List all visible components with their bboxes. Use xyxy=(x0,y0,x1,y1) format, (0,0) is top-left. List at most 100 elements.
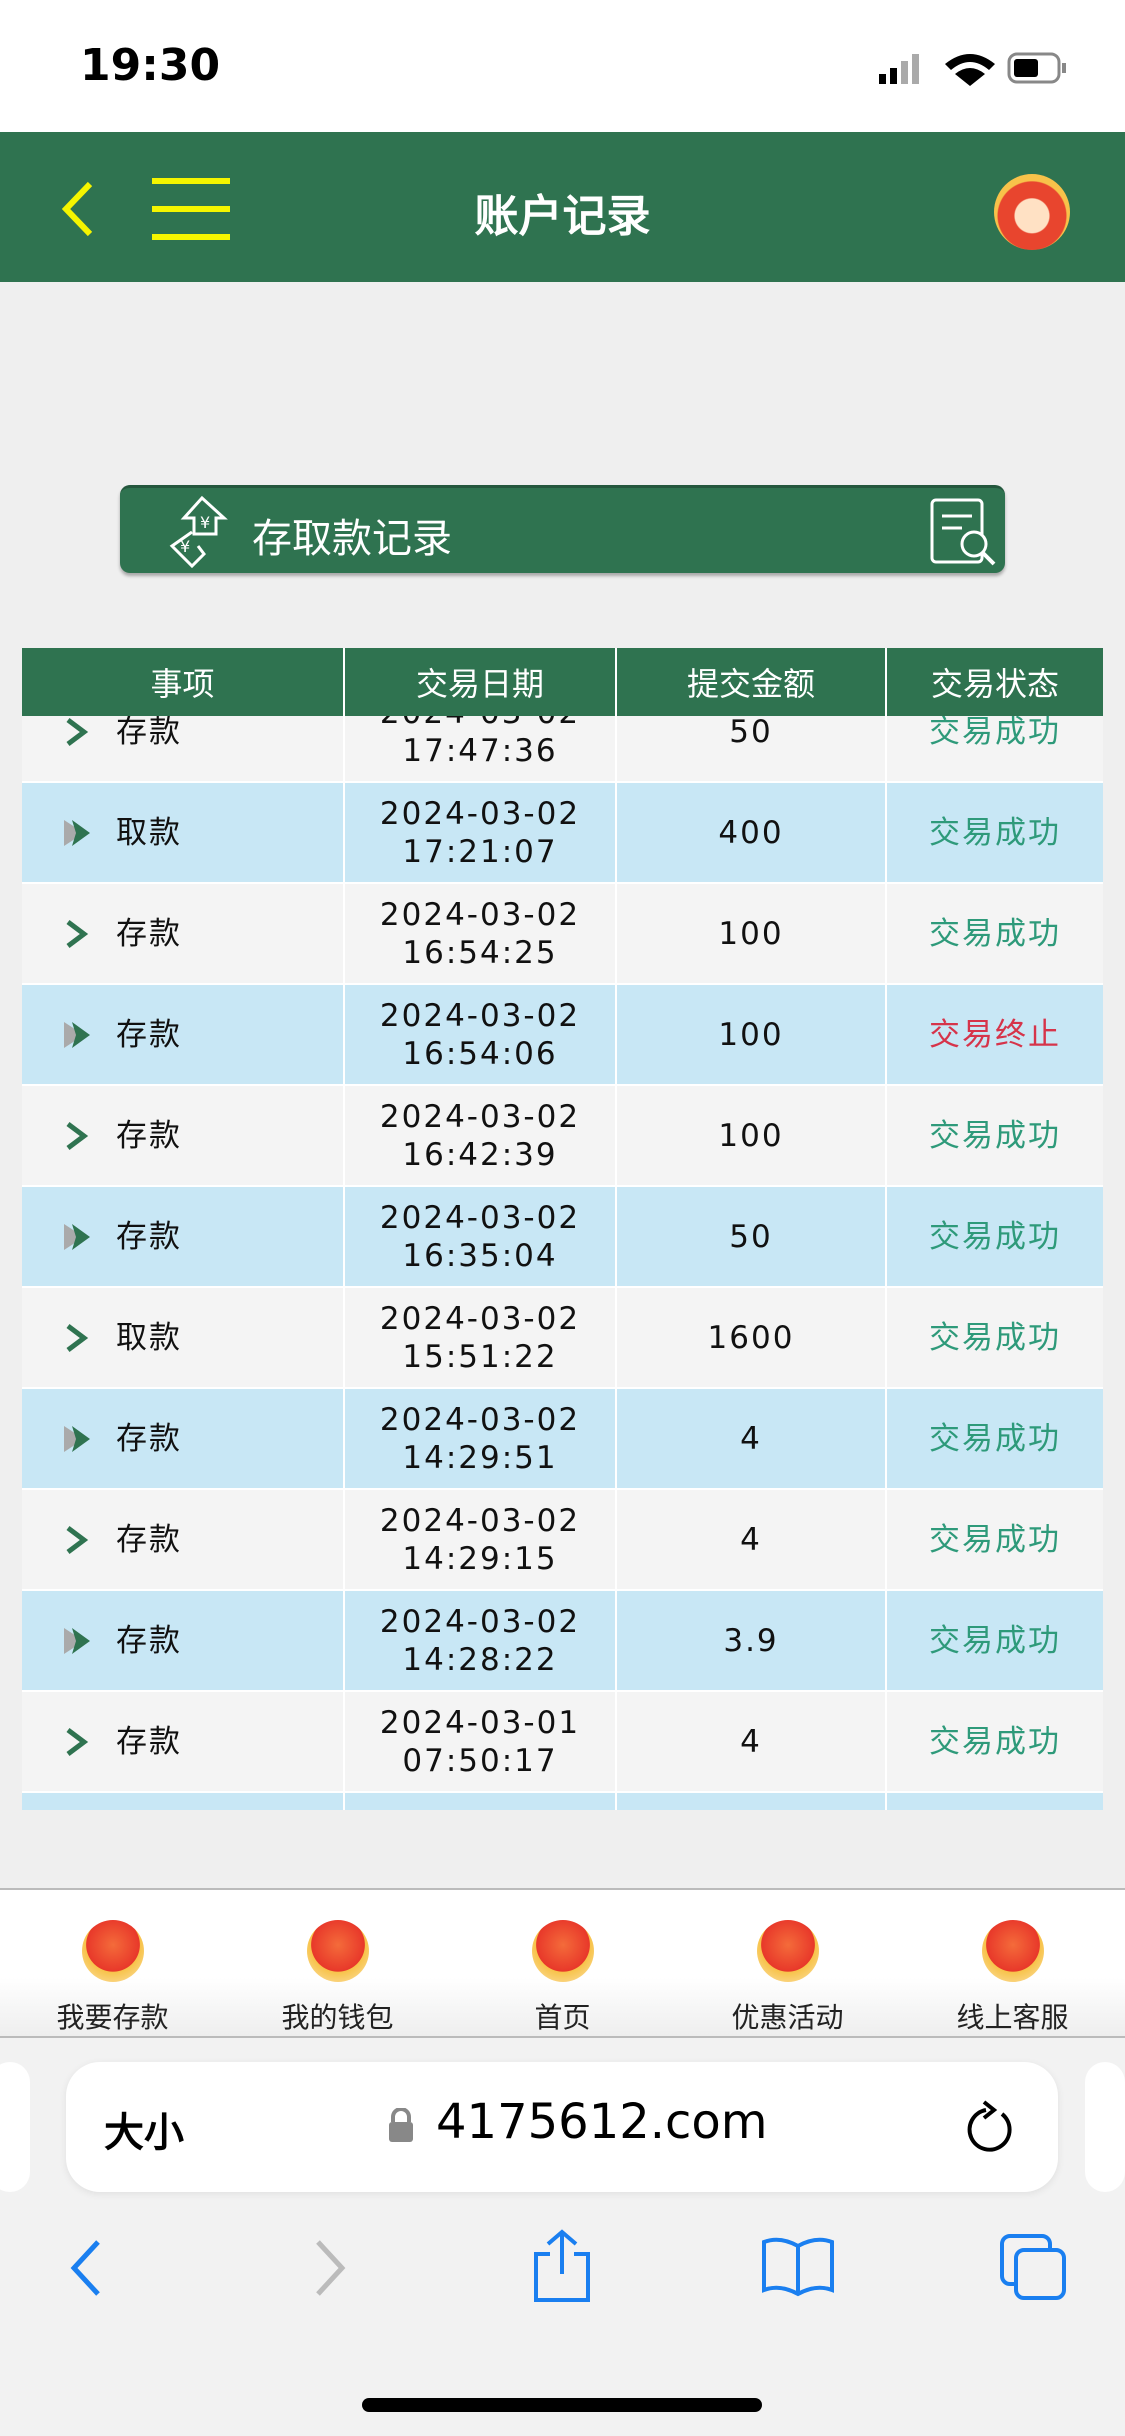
type-text: 取款 xyxy=(116,1319,182,1356)
table-row[interactable]: 取款 2024-03-02 17:21:07 400 交易成功 xyxy=(22,783,1103,884)
table-row[interactable]: 存款 2024-03-02 14:29:51 4 交易成功 xyxy=(22,1389,1103,1490)
expand-arrow-icon[interactable] xyxy=(62,1020,92,1050)
cell-type: 存款 xyxy=(22,985,345,1084)
time-text: 14:28:22 xyxy=(402,1641,558,1678)
type-text: 存款 xyxy=(116,1016,182,1053)
status-badge: 交易成功 xyxy=(929,915,1061,952)
expand-arrow-icon[interactable] xyxy=(62,818,92,848)
fa-character-icon xyxy=(756,1920,819,1982)
avatar-icon[interactable] xyxy=(994,174,1070,250)
reload-icon[interactable] xyxy=(964,2100,1018,2156)
date-text: 2024-03-02 xyxy=(379,1502,581,1539)
time-text: 16:35:04 xyxy=(402,1237,558,1274)
chevron-right-icon[interactable] xyxy=(62,919,92,949)
type-text: 存款 xyxy=(116,915,182,952)
menu-icon[interactable] xyxy=(152,178,230,240)
back-nav-icon[interactable] xyxy=(66,2238,106,2298)
date-text: 2024-03-02 xyxy=(379,1603,581,1640)
status-bar: 19:30 xyxy=(0,0,1125,132)
url-text: 4175612.com xyxy=(436,2094,768,2150)
forward-nav-icon[interactable] xyxy=(310,2238,350,2298)
column-header-amount: 提交金额 xyxy=(617,648,887,716)
tab-wallet[interactable]: 我的钱包 xyxy=(225,1890,450,2036)
chevron-right-icon[interactable] xyxy=(62,1121,92,1151)
tabs-icon[interactable] xyxy=(998,2232,1070,2304)
back-icon[interactable] xyxy=(58,180,98,238)
cell-date: 2024-03-02 14:29:51 xyxy=(345,1389,617,1488)
table-row[interactable]: 取款 2024-03-02 15:51:22 1600 交易成功 xyxy=(22,1288,1103,1389)
cell-amount: 100 xyxy=(617,884,887,983)
tab-promotions[interactable]: 优惠活动 xyxy=(675,1890,900,2036)
cell-date: 2024-03-02 16:54:25 xyxy=(345,884,617,983)
column-header-status: 交易状态 xyxy=(930,665,1059,703)
chevron-right-icon[interactable] xyxy=(62,1727,92,1757)
time-text: 14:29:51 xyxy=(402,1439,558,1476)
table-header: 事项 交易日期 提交金额 交易状态 xyxy=(22,648,1103,716)
cell-amount: 50 xyxy=(617,716,887,781)
exchange-icon: ¥¥ xyxy=(169,495,228,569)
cell-amount: 1600 xyxy=(617,1288,887,1387)
tab-deposit[interactable]: 我要存款 xyxy=(0,1890,225,2036)
table-row[interactable]: 存款 2024-03-02 16:54:25 100 交易成功 xyxy=(22,884,1103,985)
type-text: 存款 xyxy=(116,716,182,750)
deposit-dragon-icon xyxy=(81,1920,144,1982)
table-row-partial[interactable] xyxy=(22,1793,1103,1810)
cell-amount: 4 xyxy=(617,1389,887,1488)
prev-tab-pill[interactable] xyxy=(0,2062,30,2192)
cell-amount: 3.9 xyxy=(617,1591,887,1690)
lock-icon xyxy=(389,2108,413,2142)
tab-label: 我的钱包 xyxy=(281,2001,394,2034)
time-text: 15:51:22 xyxy=(402,1338,558,1375)
date-text: 2024-03-01 xyxy=(379,1704,581,1741)
table-row[interactable]: 存款 2024-03-02 14:29:15 4 交易成功 xyxy=(22,1490,1103,1591)
time-text: 16:54:25 xyxy=(402,934,558,971)
home-indicator xyxy=(362,2398,762,2412)
tab-label: 首页 xyxy=(534,2001,591,2034)
address-bar[interactable]: 大小 4175612.com xyxy=(66,2062,1058,2192)
text-size-button[interactable]: 大小 xyxy=(104,2110,184,2156)
search-document-icon[interactable] xyxy=(928,498,998,568)
table-row[interactable]: 存款 2024-03-02 16:35:04 50 交易成功 xyxy=(22,1187,1103,1288)
expand-arrow-icon[interactable] xyxy=(62,1222,92,1252)
tab-label: 优惠活动 xyxy=(731,2001,844,2034)
fu-character-icon xyxy=(981,1920,1044,1982)
chevron-right-icon[interactable] xyxy=(62,1323,92,1353)
app-header: 账户记录 xyxy=(0,132,1125,282)
status-icons xyxy=(879,52,1066,86)
share-icon[interactable] xyxy=(530,2228,594,2304)
cell-amount: 400 xyxy=(617,783,887,882)
cell-date: 2024-03-01 07:50:17 xyxy=(345,1692,617,1791)
time-text: 17:47:36 xyxy=(402,732,558,769)
type-text: 存款 xyxy=(116,1117,182,1154)
expand-arrow-icon[interactable] xyxy=(62,1626,92,1656)
chevron-right-icon[interactable] xyxy=(62,717,92,747)
cell-date: 2024-03-02 14:28:22 xyxy=(345,1591,617,1690)
chevron-right-icon[interactable] xyxy=(62,1525,92,1555)
cell-date: 2024-03-02 17:21:07 xyxy=(345,783,617,882)
status-badge: 交易成功 xyxy=(929,814,1061,851)
tab-home[interactable]: 首页 xyxy=(450,1890,675,2036)
expand-arrow-icon[interactable] xyxy=(62,1424,92,1454)
next-tab-pill[interactable] xyxy=(1085,2062,1125,2192)
status-badge: 交易成功 xyxy=(929,1521,1061,1558)
bookmarks-icon[interactable] xyxy=(760,2234,836,2298)
cell-date: 2024-03-02 16:42:39 xyxy=(345,1086,617,1185)
time-text: 16:42:39 xyxy=(402,1136,558,1173)
date-text: 2024-03-02 xyxy=(379,1199,581,1236)
cell-date: 2024-03-02 16:35:04 xyxy=(345,1187,617,1286)
type-text: 取款 xyxy=(116,814,182,851)
table-row[interactable]: 存款 2024-03-01 07:50:17 4 交易成功 xyxy=(22,1692,1103,1793)
table-row[interactable]: 存款 2024-03-02 14:28:22 3.9 交易成功 xyxy=(22,1591,1103,1692)
table-row[interactable]: 存款 2024-03-02 16:42:39 100 交易成功 xyxy=(22,1086,1103,1187)
status-badge: 交易成功 xyxy=(929,1622,1061,1659)
time-text: 14:29:15 xyxy=(402,1540,558,1577)
tab-support[interactable]: 线上客服 xyxy=(900,1890,1125,2036)
cell-amount: 4 xyxy=(617,1490,887,1589)
status-badge: 交易成功 xyxy=(929,1420,1061,1457)
status-badge: 交易成功 xyxy=(929,1117,1061,1154)
cell-date: 2024-03-02 16:54:06 xyxy=(345,985,617,1084)
table-row[interactable]: 存款 2024-03-02 16:54:06 100 交易终止 xyxy=(22,985,1103,1086)
status-badge: 交易成功 xyxy=(929,1319,1061,1356)
